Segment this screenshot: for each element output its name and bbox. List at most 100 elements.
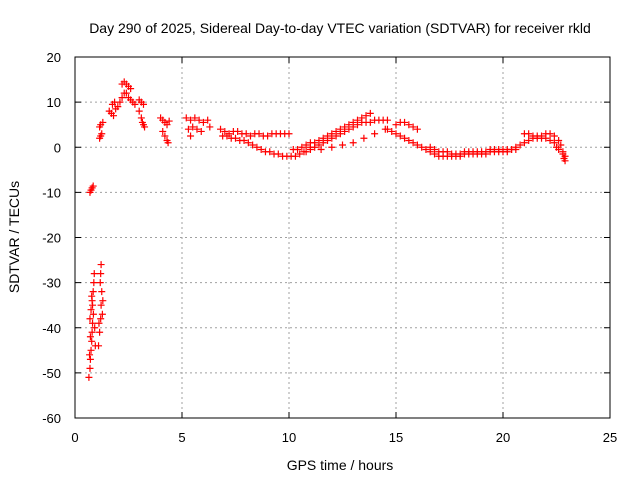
data-point xyxy=(550,139,558,147)
data-point xyxy=(182,114,190,122)
data-point xyxy=(482,150,490,158)
data-point xyxy=(86,333,94,341)
data-point xyxy=(555,146,563,154)
data-point xyxy=(96,279,104,287)
y-tick-label: 20 xyxy=(47,50,61,65)
data-point xyxy=(99,118,107,126)
data-point xyxy=(89,288,97,296)
data-point xyxy=(401,118,409,126)
data-point xyxy=(165,117,173,125)
y-tick-label: 10 xyxy=(47,95,61,110)
data-point xyxy=(189,123,197,131)
data-point xyxy=(98,130,106,138)
data-point xyxy=(97,261,105,269)
data-point xyxy=(401,134,409,142)
data-point xyxy=(396,132,404,140)
data-point xyxy=(371,130,379,138)
data-point xyxy=(86,364,94,372)
data-point xyxy=(191,114,199,122)
data-point xyxy=(137,114,145,122)
data-point xyxy=(110,112,118,120)
data-point xyxy=(431,150,439,158)
data-point xyxy=(255,130,263,138)
data-point xyxy=(362,112,370,120)
data-point xyxy=(89,310,97,318)
data-point xyxy=(195,116,203,124)
data-point xyxy=(86,355,94,363)
data-point xyxy=(193,125,201,133)
data-point xyxy=(349,139,357,147)
data-point xyxy=(88,292,96,300)
data-point xyxy=(559,150,567,158)
data-point xyxy=(91,324,99,332)
data-point xyxy=(257,146,265,154)
data-point xyxy=(90,270,98,278)
data-point xyxy=(221,127,229,135)
data-point xyxy=(339,141,346,149)
data-point xyxy=(95,319,103,327)
data-point xyxy=(336,130,344,138)
data-points xyxy=(85,78,569,381)
data-point xyxy=(89,319,97,327)
x-tick-label: 25 xyxy=(603,430,617,445)
y-tick-label: -20 xyxy=(42,231,61,246)
data-point xyxy=(328,134,336,142)
data-point xyxy=(90,279,98,287)
data-point xyxy=(111,98,119,106)
data-point xyxy=(298,143,306,151)
chart-title: Day 290 of 2025, Sidereal Day-to-day VTE… xyxy=(89,20,591,36)
y-tick-label: -50 xyxy=(42,366,61,381)
data-point xyxy=(508,146,516,154)
data-point xyxy=(516,141,524,149)
data-point xyxy=(296,150,304,158)
data-point xyxy=(383,125,391,133)
data-point xyxy=(164,139,172,147)
data-point xyxy=(204,116,212,124)
data-point xyxy=(159,127,167,135)
data-point xyxy=(345,125,353,133)
data-point xyxy=(473,148,481,156)
data-point xyxy=(96,328,104,336)
data-point xyxy=(97,270,105,278)
data-point xyxy=(86,351,94,359)
data-point xyxy=(114,103,122,111)
data-point xyxy=(422,146,430,154)
data-point xyxy=(135,107,143,115)
axis-ticks: 0 5 10 15 20 25 -60 -50 -40 -30 -20 -10 0 10 20 xyxy=(42,50,617,445)
data-point xyxy=(392,121,400,129)
data-point xyxy=(328,143,336,151)
data-point xyxy=(223,132,231,140)
x-tick-label: 0 xyxy=(71,430,78,445)
data-point xyxy=(217,125,225,133)
data-point xyxy=(366,118,374,126)
data-point xyxy=(87,346,95,354)
data-point xyxy=(409,123,417,131)
data-point xyxy=(512,143,520,151)
y-tick-label: 0 xyxy=(54,140,61,155)
data-point xyxy=(469,150,477,158)
data-point xyxy=(550,132,558,140)
data-point xyxy=(546,136,554,144)
data-point xyxy=(366,109,374,117)
data-point xyxy=(122,89,130,97)
data-point xyxy=(383,116,391,124)
data-point xyxy=(426,143,434,151)
data-point xyxy=(232,134,239,142)
data-point xyxy=(302,141,310,149)
data-point xyxy=(199,118,207,126)
data-point xyxy=(332,132,340,140)
data-point xyxy=(85,373,93,381)
data-point xyxy=(413,125,421,133)
data-point xyxy=(244,139,252,147)
data-point xyxy=(187,116,195,124)
data-point xyxy=(161,132,169,140)
data-point xyxy=(89,182,97,190)
data-point xyxy=(274,150,282,158)
data-point xyxy=(98,310,106,318)
data-point xyxy=(97,301,105,309)
data-point xyxy=(184,125,192,133)
data-point xyxy=(253,143,261,151)
data-point xyxy=(131,100,139,108)
data-point xyxy=(246,132,254,140)
data-point xyxy=(87,306,95,314)
